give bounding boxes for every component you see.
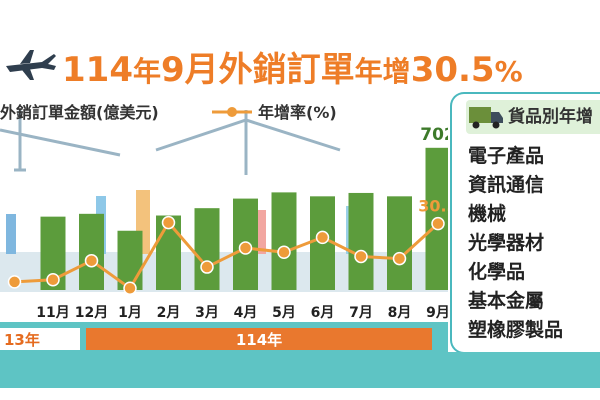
chart-panel: 702 30.5 11月 12月 1月 2月 3月 4月 5月 6月 7月 8月 9月 外銷訂單金額(… [0, 103, 448, 354]
line-point [200, 260, 214, 274]
category-item: 塑橡膠製品 [468, 319, 564, 341]
title-part: 月外銷訂單 [184, 50, 355, 90]
line-point [7, 275, 22, 289]
category-panel-header: 貨品別年增 [466, 100, 600, 134]
bar [79, 213, 104, 290]
x-tick-label: 12月 [75, 305, 108, 321]
bar-series [40, 147, 448, 290]
x-tick-label: 4月 [234, 305, 258, 321]
year-label-113: 13年 [4, 331, 40, 349]
year-box-113 [0, 328, 80, 350]
bar [348, 192, 374, 290]
year-box-114 [86, 328, 432, 350]
x-tick-label: 3月 [195, 305, 219, 321]
bar [194, 208, 220, 290]
bar [117, 230, 143, 290]
bottom-edge [0, 388, 600, 400]
x-tick-label: 1月 [118, 305, 142, 321]
category-item: 電子產品 [468, 145, 545, 167]
legend-bars-label: 外銷訂單金額(億美元) [0, 103, 159, 122]
line-point [431, 216, 445, 231]
x-tick-label: 6月 [311, 305, 335, 321]
category-item: 資訊通信 [468, 174, 545, 196]
line-series: 702 30.5 [7, 125, 448, 295]
bottom-band [0, 352, 600, 388]
bar [387, 196, 412, 290]
title-part: % [494, 55, 523, 88]
legend-line-label: 年增率(%) [258, 103, 337, 122]
category-panel-title: 貨品別年增 [508, 107, 593, 127]
x-tick-label: 9月 [426, 305, 448, 321]
line-value-label: 30.5 [418, 197, 448, 216]
title-part: 114 [62, 50, 133, 90]
category-item: 基本金屬 [468, 290, 545, 312]
x-axis-labels: 11月 12月 1月 2月 3月 4月 5月 6月 7月 8月 9月 [36, 305, 448, 321]
line-point [161, 215, 176, 230]
category-item: 化學品 [468, 261, 526, 283]
line-point [392, 251, 407, 266]
line-point [277, 245, 291, 259]
line-point [46, 273, 60, 287]
title-part: 30.5 [410, 50, 495, 90]
bar-value-label: 702 [420, 125, 448, 145]
port-background [0, 110, 448, 292]
title-part: 9 [161, 50, 185, 90]
truck-icon [469, 107, 503, 129]
legend: 外銷訂單金額(億美元) 年增率(%) [0, 103, 337, 122]
line-point [315, 230, 330, 245]
bar [271, 192, 297, 290]
airplane-icon [6, 50, 56, 80]
x-tick-label: 8月 [388, 305, 412, 321]
legend-line-marker [227, 107, 237, 117]
year-label-114: 114年 [236, 331, 282, 349]
category-list: 電子產品資訊通信機械光學器材化學品基本金屬塑橡膠製品 [468, 142, 600, 345]
x-tick-label: 5月 [272, 305, 296, 321]
line-point [354, 249, 368, 264]
line-point [84, 253, 99, 268]
title-part: 年增 [354, 55, 411, 88]
category-item: 光學器材 [468, 232, 545, 254]
line-point [238, 241, 253, 255]
category-item: 機械 [468, 203, 507, 225]
page-title: 114年9月外銷訂單年增30.5% [62, 42, 600, 98]
title-band: 114年9月外銷訂單年增30.5% [0, 18, 600, 90]
x-tick-label: 11月 [36, 305, 69, 321]
title-part: 年 [132, 55, 161, 88]
category-panel: 貨品別年增 電子產品資訊通信機械光學器材化學品基本金屬塑橡膠製品 [450, 92, 600, 354]
x-tick-label: 2月 [157, 305, 181, 321]
x-tick-label: 7月 [349, 305, 373, 321]
line-point [123, 281, 137, 295]
